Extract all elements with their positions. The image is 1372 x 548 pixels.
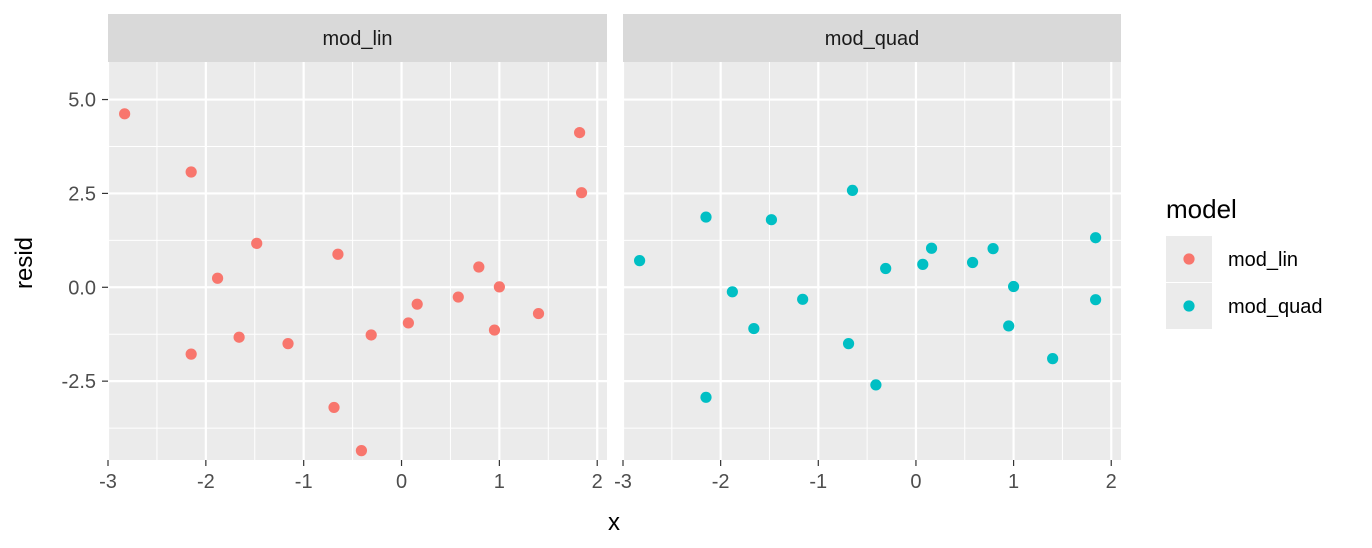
data-point bbox=[493, 281, 505, 293]
data-point bbox=[332, 248, 344, 260]
facet-panel-mod_lin: mod_lin -3 -2 -1 0 1 2 bbox=[99, 14, 607, 493]
legend-title: model bbox=[1166, 194, 1237, 224]
facet-strip-background bbox=[108, 14, 607, 62]
data-point bbox=[634, 255, 646, 267]
x-tick-label: 1 bbox=[494, 471, 505, 493]
data-point bbox=[355, 445, 368, 457]
legend-label: mod_lin bbox=[1228, 249, 1298, 271]
data-point bbox=[917, 258, 929, 270]
legend-item-mod_quad: mod_quad bbox=[1166, 283, 1323, 329]
facet-strip-background bbox=[623, 14, 1121, 62]
y-tick-label: -2.5 bbox=[62, 371, 96, 393]
legend-item-mod_lin: mod_lin bbox=[1166, 236, 1298, 282]
data-point bbox=[452, 291, 464, 303]
data-point bbox=[411, 298, 423, 310]
facet-panel-mod_quad: mod_quad -3 -2 -1 0 1 2 bbox=[614, 14, 1121, 493]
data-point bbox=[765, 214, 778, 226]
panel-background bbox=[623, 62, 1121, 460]
facet-strip-label: mod_lin bbox=[322, 28, 392, 50]
legend: model mod_lin mod_quad bbox=[1166, 194, 1323, 329]
x-tick-label: -2 bbox=[712, 471, 730, 493]
data-point bbox=[473, 261, 485, 273]
x-tick-label: -3 bbox=[99, 471, 117, 493]
y-axis-label: resid bbox=[11, 237, 38, 289]
data-point bbox=[748, 322, 760, 335]
x-axis-mod_quad: -3 -2 -1 0 1 2 bbox=[614, 460, 1117, 493]
data-point bbox=[233, 331, 245, 343]
y-tick-label: 5.0 bbox=[68, 90, 96, 112]
data-point bbox=[966, 256, 979, 269]
data-point bbox=[282, 338, 294, 350]
data-point bbox=[870, 379, 882, 391]
x-tick-label: 2 bbox=[592, 471, 603, 493]
data-point bbox=[532, 307, 545, 320]
data-point bbox=[488, 324, 501, 336]
x-tick-label: 2 bbox=[1106, 471, 1117, 493]
data-point bbox=[251, 237, 263, 249]
data-point bbox=[211, 272, 224, 284]
y-tick-label: 2.5 bbox=[68, 183, 96, 205]
panel-background bbox=[108, 62, 607, 460]
x-tick-label: -2 bbox=[197, 471, 215, 493]
data-point bbox=[1003, 320, 1015, 332]
legend-key-point bbox=[1183, 253, 1195, 265]
data-point bbox=[925, 242, 938, 254]
minor-gridlines bbox=[623, 62, 1121, 460]
minor-gridlines bbox=[108, 62, 607, 460]
x-tick-label: -3 bbox=[614, 471, 632, 493]
data-point bbox=[328, 401, 340, 414]
points-mod_lin bbox=[119, 108, 588, 457]
data-point bbox=[575, 187, 588, 199]
data-point bbox=[185, 348, 197, 360]
facet-panels: mod_lin -3 -2 -1 0 1 2 mod_quad -3 -2 -1 0 1 2 bbox=[99, 14, 1121, 493]
data-point bbox=[797, 293, 809, 305]
data-point bbox=[846, 184, 859, 197]
y-axis: 5.0 2.5 0.0 -2.5 bbox=[62, 90, 108, 393]
data-point bbox=[842, 338, 855, 350]
data-point bbox=[119, 108, 131, 120]
data-point bbox=[185, 166, 197, 178]
x-tick-label: 0 bbox=[910, 471, 921, 493]
data-point bbox=[987, 243, 999, 255]
points-mod_quad bbox=[634, 184, 1102, 403]
data-point bbox=[1090, 294, 1102, 306]
facet-strip-label: mod_quad bbox=[825, 28, 920, 50]
data-point bbox=[700, 391, 712, 403]
data-point bbox=[365, 329, 377, 341]
data-point bbox=[726, 286, 738, 298]
data-point bbox=[880, 262, 892, 275]
major-gridlines bbox=[106, 62, 607, 460]
x-axis-mod_lin: -3 -2 -1 0 1 2 bbox=[99, 460, 603, 493]
data-point bbox=[1047, 353, 1059, 365]
data-point bbox=[1090, 232, 1102, 244]
x-tick-label: 1 bbox=[1008, 471, 1019, 493]
y-tick-label: 0.0 bbox=[68, 277, 96, 299]
x-tick-label: -1 bbox=[295, 471, 313, 493]
x-axis-label: x bbox=[608, 509, 620, 536]
data-point bbox=[402, 317, 414, 329]
data-point bbox=[574, 126, 586, 139]
x-tick-label: -1 bbox=[809, 471, 827, 493]
legend-label: mod_quad bbox=[1228, 296, 1323, 318]
data-point bbox=[700, 211, 712, 223]
legend-key-point bbox=[1183, 300, 1195, 312]
data-point bbox=[1007, 280, 1020, 293]
x-tick-label: 0 bbox=[396, 471, 407, 493]
